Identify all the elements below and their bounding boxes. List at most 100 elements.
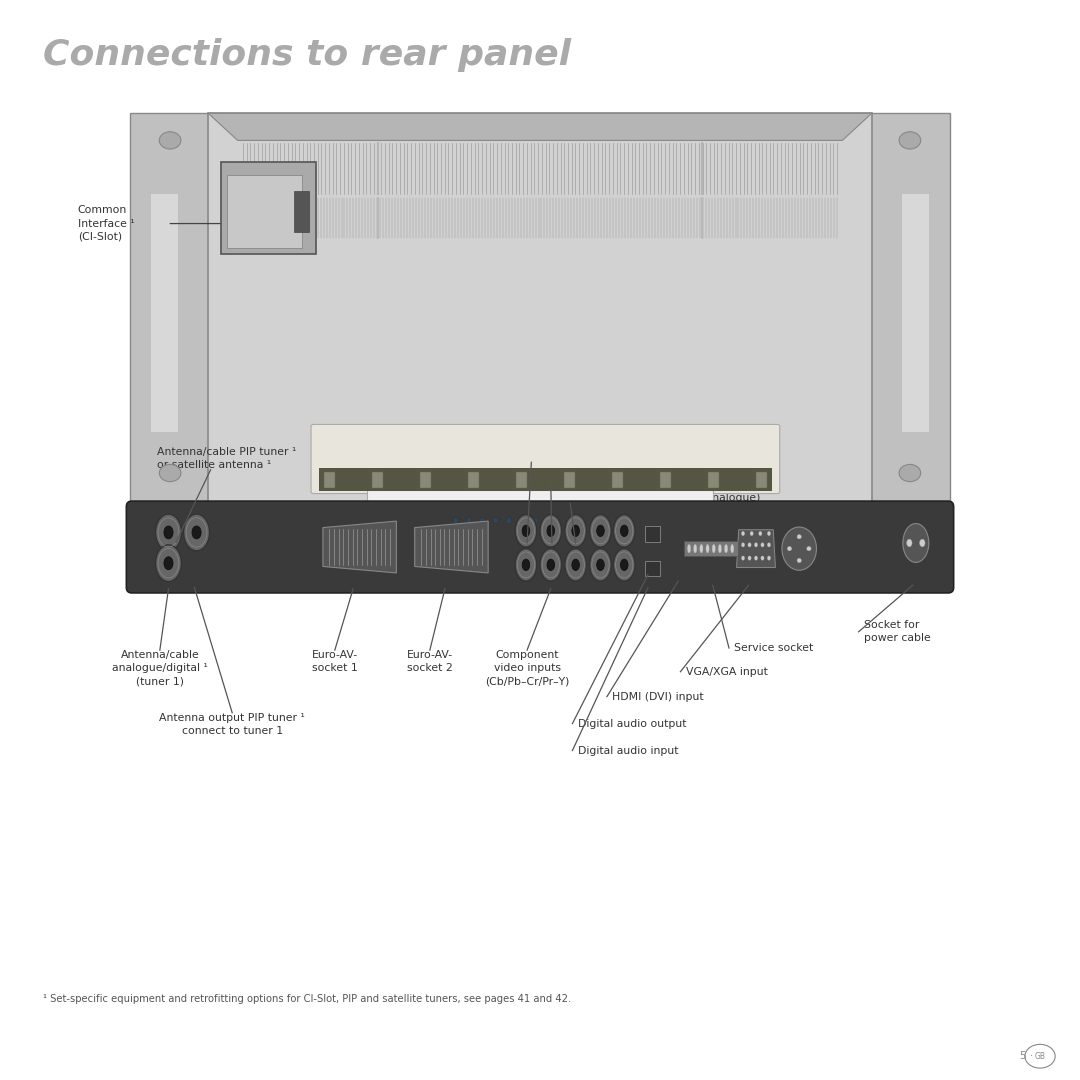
Ellipse shape	[807, 546, 811, 551]
Ellipse shape	[760, 542, 764, 546]
Text: Connections to rear panel: Connections to rear panel	[43, 38, 571, 71]
Ellipse shape	[164, 526, 173, 539]
Bar	[208, 113, 872, 502]
Ellipse shape	[906, 539, 913, 546]
FancyBboxPatch shape	[126, 501, 954, 593]
Ellipse shape	[700, 544, 703, 553]
Ellipse shape	[565, 514, 586, 546]
Ellipse shape	[747, 556, 752, 561]
Ellipse shape	[590, 514, 611, 546]
Ellipse shape	[156, 544, 181, 581]
Ellipse shape	[754, 542, 758, 546]
Ellipse shape	[754, 556, 758, 561]
Ellipse shape	[620, 525, 629, 537]
Ellipse shape	[515, 514, 537, 546]
Bar	[660, 472, 671, 488]
Bar	[227, 175, 302, 248]
Ellipse shape	[454, 517, 458, 524]
Ellipse shape	[192, 526, 201, 539]
Ellipse shape	[767, 556, 770, 561]
Ellipse shape	[546, 525, 555, 537]
Bar	[420, 472, 431, 488]
Polygon shape	[208, 113, 872, 140]
Bar	[645, 526, 660, 541]
Ellipse shape	[565, 549, 586, 581]
Ellipse shape	[546, 559, 555, 570]
Ellipse shape	[741, 531, 745, 536]
Ellipse shape	[523, 559, 530, 570]
Ellipse shape	[919, 539, 924, 546]
Ellipse shape	[480, 517, 485, 524]
Ellipse shape	[160, 132, 181, 149]
Ellipse shape	[706, 544, 710, 553]
Ellipse shape	[540, 514, 562, 546]
Ellipse shape	[507, 517, 512, 524]
Bar	[756, 472, 767, 488]
Ellipse shape	[164, 557, 173, 569]
Bar	[869, 113, 950, 502]
Ellipse shape	[730, 544, 734, 553]
Text: Digital audio input: Digital audio input	[578, 745, 678, 756]
Ellipse shape	[712, 544, 715, 553]
Bar	[221, 162, 316, 254]
Bar	[372, 472, 382, 488]
Ellipse shape	[613, 549, 635, 581]
Bar	[367, 490, 713, 540]
Bar	[902, 194, 929, 432]
Ellipse shape	[741, 542, 745, 546]
Text: Antenna output PIP tuner ¹
connect to tuner 1: Antenna output PIP tuner ¹ connect to tu…	[160, 713, 305, 735]
Ellipse shape	[572, 559, 579, 570]
Ellipse shape	[760, 556, 764, 561]
Bar	[151, 194, 178, 432]
Bar	[645, 561, 660, 576]
Text: Antenna/cable PIP tuner ¹
or satellite antenna ¹: Antenna/cable PIP tuner ¹ or satellite a…	[157, 447, 296, 470]
Bar	[708, 472, 719, 488]
Ellipse shape	[767, 531, 770, 536]
Bar	[564, 472, 575, 488]
Ellipse shape	[758, 531, 762, 536]
Polygon shape	[415, 522, 488, 572]
Text: Common
Interface ¹
(CI-Slot): Common Interface ¹ (CI-Slot)	[78, 205, 134, 242]
Ellipse shape	[156, 514, 181, 551]
Polygon shape	[132, 540, 948, 589]
Ellipse shape	[725, 544, 728, 553]
Text: GB: GB	[1035, 1052, 1045, 1061]
Bar	[684, 541, 738, 556]
Bar	[516, 472, 527, 488]
Text: Antenna/cable
analogue/digital ¹
(tuner 1): Antenna/cable analogue/digital ¹ (tuner …	[112, 650, 207, 687]
Ellipse shape	[613, 514, 635, 546]
Ellipse shape	[903, 524, 929, 563]
Bar	[448, 504, 545, 537]
Ellipse shape	[160, 464, 181, 482]
Text: Component
video inputs
(Cb/Pb–Cr/Pr–Y): Component video inputs (Cb/Pb–Cr/Pr–Y)	[485, 650, 569, 687]
Ellipse shape	[767, 542, 770, 546]
Ellipse shape	[540, 549, 562, 581]
Ellipse shape	[492, 517, 498, 524]
Text: Center Audio input (analogue): Center Audio input (analogue)	[538, 453, 703, 462]
Ellipse shape	[899, 132, 920, 149]
Ellipse shape	[597, 559, 605, 570]
Text: Socket for
power cable: Socket for power cable	[864, 620, 931, 644]
Ellipse shape	[467, 517, 472, 524]
Polygon shape	[737, 529, 775, 568]
Bar	[324, 472, 335, 488]
Ellipse shape	[750, 531, 754, 536]
Text: HDMI (DVI) input: HDMI (DVI) input	[612, 691, 704, 702]
Ellipse shape	[899, 464, 920, 482]
Text: 5 ·: 5 ·	[1021, 1051, 1037, 1062]
Ellipse shape	[532, 517, 538, 524]
Ellipse shape	[620, 559, 629, 570]
Bar	[319, 468, 772, 491]
Ellipse shape	[787, 546, 792, 551]
Ellipse shape	[184, 514, 210, 551]
Text: Digital audio output: Digital audio output	[578, 718, 686, 729]
Ellipse shape	[687, 544, 691, 553]
Ellipse shape	[523, 525, 530, 537]
Ellipse shape	[718, 544, 721, 553]
Ellipse shape	[515, 549, 537, 581]
Ellipse shape	[590, 549, 611, 581]
Text: Euro-AV-
socket 1: Euro-AV- socket 1	[312, 650, 357, 673]
Ellipse shape	[797, 535, 801, 539]
Ellipse shape	[797, 558, 801, 563]
Ellipse shape	[519, 517, 525, 524]
